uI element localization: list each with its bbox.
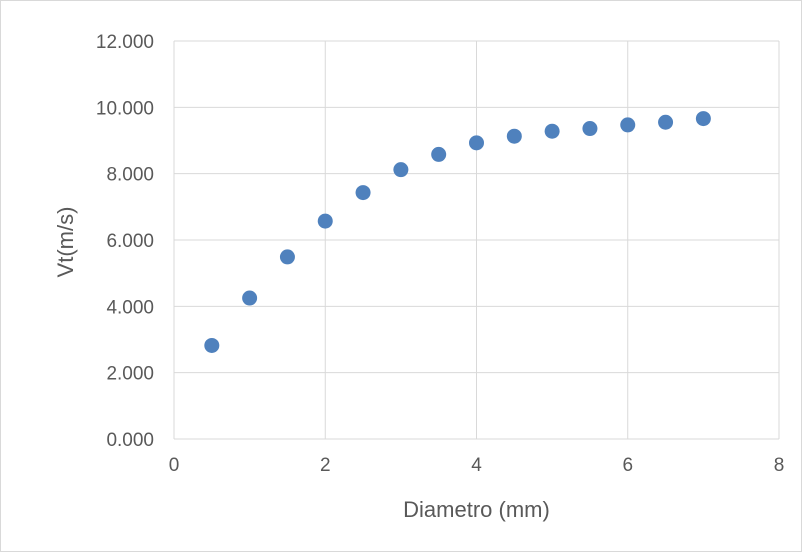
y-tick-label: 12.000 [96, 32, 154, 53]
y-tick-label: 2.000 [106, 364, 154, 385]
grid-lines [173, 40, 780, 440]
data-point [695, 111, 711, 127]
y-tick-label: 8.000 [106, 165, 154, 186]
x-tick-label: 6 [622, 455, 633, 476]
x-tick-label: 0 [169, 455, 180, 476]
data-point [658, 114, 674, 130]
data-point [506, 128, 522, 144]
y-tick-label: 4.000 [106, 297, 154, 318]
data-points [204, 111, 711, 353]
data-point [582, 121, 598, 137]
x-axis-title: Diametro (mm) [403, 497, 550, 522]
data-point [544, 123, 560, 139]
data-point [355, 185, 371, 201]
data-point [620, 117, 636, 133]
y-tick-label: 6.000 [106, 231, 154, 252]
y-axis-title: Vt(m/s) [53, 207, 78, 278]
y-tick-label: 10.000 [96, 98, 154, 119]
data-point [204, 337, 220, 353]
x-tick-label: 8 [774, 455, 785, 476]
y-tick-label: 0.000 [106, 430, 154, 451]
x-tick-label: 2 [320, 455, 331, 476]
x-tick-label: 4 [471, 455, 482, 476]
data-point [469, 135, 484, 151]
data-point [393, 162, 409, 178]
data-point [431, 146, 447, 162]
tick-labels: 0.000 2.000 4.000 6.000 8.000 10.000 12.000 0 2 4… [96, 32, 784, 476]
data-point [279, 249, 295, 265]
data-point [317, 213, 333, 229]
data-point [242, 290, 258, 306]
